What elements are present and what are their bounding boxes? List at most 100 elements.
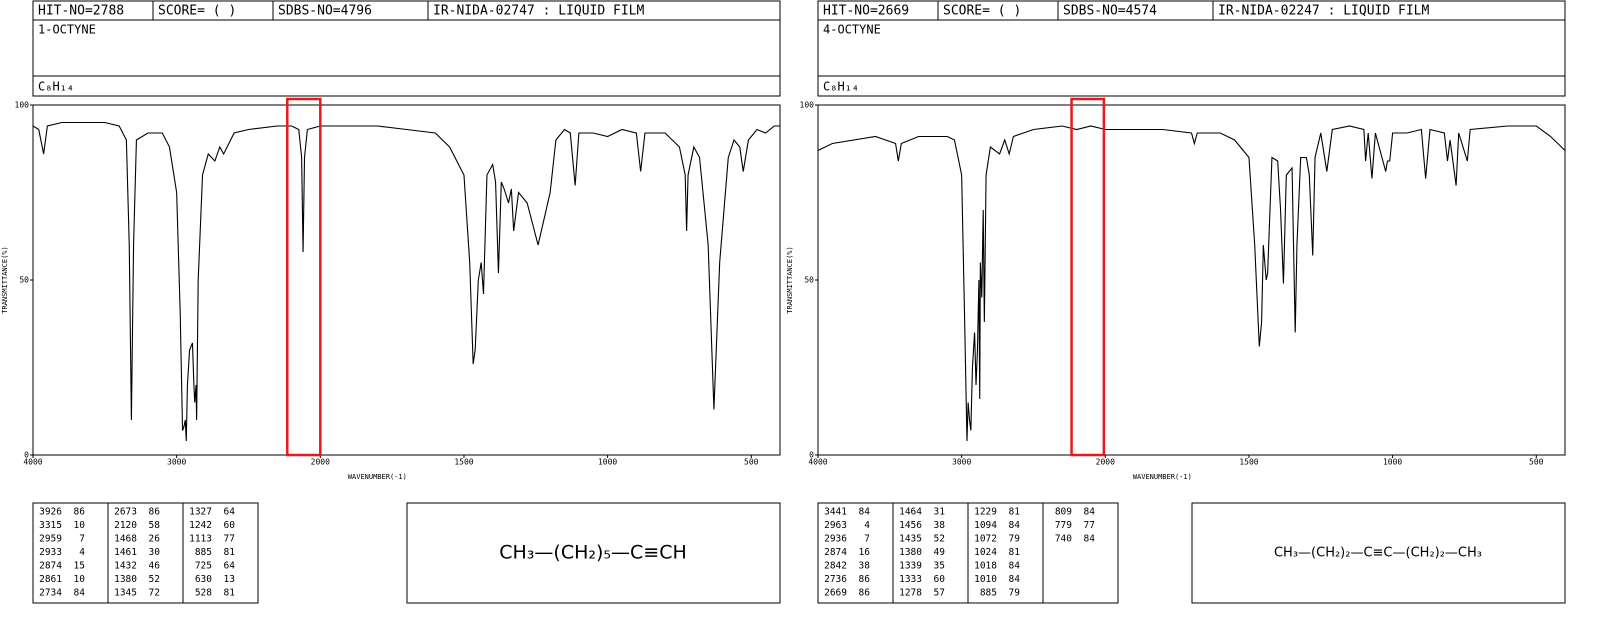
peak-transmittance: 4 bbox=[79, 547, 85, 558]
structure-box bbox=[1191, 502, 1566, 604]
header-row bbox=[32, 0, 781, 21]
peak-table bbox=[32, 502, 259, 604]
formula: C₈H₁₄ bbox=[823, 80, 859, 94]
plot-frame bbox=[32, 104, 781, 456]
peak-wavenumber: 1464 bbox=[899, 507, 922, 518]
peak-transmittance: 77 bbox=[224, 534, 235, 545]
peak-wavenumber: 885 bbox=[980, 588, 997, 599]
peak-transmittance: 38 bbox=[934, 520, 946, 531]
x-tick-label: 4000 bbox=[808, 458, 827, 467]
peak-transmittance: 46 bbox=[149, 561, 161, 572]
peak-wavenumber: 2963 bbox=[824, 520, 847, 531]
peak-transmittance: 84 bbox=[74, 588, 86, 599]
peak-wavenumber: 1018 bbox=[974, 561, 997, 572]
peak-transmittance: 86 bbox=[74, 507, 86, 518]
peak-transmittance: 84 bbox=[1084, 507, 1096, 518]
peak-transmittance: 15 bbox=[74, 561, 85, 572]
x-axis-label: WAVENUMBER(-1) bbox=[1133, 473, 1192, 481]
peak-transmittance: 81 bbox=[224, 547, 236, 558]
peak-transmittance: 77 bbox=[1084, 520, 1095, 531]
header-hit-no: HIT-NO=2669 bbox=[823, 4, 909, 19]
y-tick-label: 50 bbox=[19, 276, 29, 285]
peak-transmittance: 10 bbox=[74, 520, 86, 531]
peak-wavenumber: 2936 bbox=[824, 534, 847, 545]
header-hit-no: HIT-NO=2788 bbox=[38, 4, 124, 19]
peak-wavenumber: 1010 bbox=[974, 574, 997, 585]
spectrum-line bbox=[32, 121, 780, 442]
structure-box bbox=[406, 502, 781, 604]
peak-transmittance: 57 bbox=[934, 588, 945, 599]
x-tick-label: 4000 bbox=[23, 458, 42, 467]
highlight-box bbox=[286, 97, 322, 457]
name-box bbox=[32, 19, 781, 77]
peak-wavenumber: 725 bbox=[195, 561, 212, 572]
peak-wavenumber: 3926 bbox=[39, 507, 62, 518]
peak-transmittance: 86 bbox=[149, 507, 161, 518]
peak-wavenumber: 1278 bbox=[899, 588, 922, 599]
header-sdbs-no: SDBS-NO=4574 bbox=[1063, 4, 1157, 19]
y-tick-label: 0 bbox=[809, 451, 814, 460]
peak-wavenumber: 3315 bbox=[39, 520, 62, 531]
peak-wavenumber: 885 bbox=[195, 547, 212, 558]
y-axis-label: TRANSMITTANCE(%) bbox=[1, 246, 9, 313]
x-tick-label: 1000 bbox=[1383, 458, 1402, 467]
peak-wavenumber: 2874 bbox=[39, 561, 62, 572]
compound-name: 1-OCTYNE bbox=[38, 23, 96, 37]
header-score: SCORE= ( ) bbox=[158, 4, 236, 19]
peak-wavenumber: 1468 bbox=[114, 534, 137, 545]
x-tick-label: 2000 bbox=[311, 458, 330, 467]
peak-transmittance: 52 bbox=[149, 574, 160, 585]
header-sdbs-no: SDBS-NO=4796 bbox=[278, 4, 372, 19]
header-score: SCORE= ( ) bbox=[943, 4, 1021, 19]
header-method: IR-NIDA-02747 : LIQUID FILM bbox=[433, 4, 644, 19]
compound-name: 4-OCTYNE bbox=[823, 23, 881, 37]
peak-wavenumber: 1333 bbox=[899, 574, 922, 585]
peak-wavenumber: 2120 bbox=[114, 520, 137, 531]
peak-transmittance: 60 bbox=[224, 520, 236, 531]
peak-wavenumber: 2933 bbox=[39, 547, 62, 558]
peak-transmittance: 26 bbox=[149, 534, 161, 545]
peak-wavenumber: 1229 bbox=[974, 507, 997, 518]
peak-wavenumber: 528 bbox=[195, 588, 212, 599]
peak-transmittance: 84 bbox=[1084, 534, 1096, 545]
header-row bbox=[817, 0, 1566, 21]
peak-transmittance: 64 bbox=[224, 507, 236, 518]
peak-transmittance: 81 bbox=[1009, 507, 1021, 518]
y-tick-label: 100 bbox=[800, 101, 815, 110]
peak-transmittance: 84 bbox=[1009, 520, 1021, 531]
x-tick-label: 3000 bbox=[167, 458, 186, 467]
peak-wavenumber: 1432 bbox=[114, 561, 137, 572]
peak-wavenumber: 2734 bbox=[39, 588, 62, 599]
peak-transmittance: 84 bbox=[1009, 561, 1021, 572]
peak-wavenumber: 2673 bbox=[114, 507, 137, 518]
peak-wavenumber: 809 bbox=[1055, 507, 1072, 518]
x-tick-label: 2000 bbox=[1096, 458, 1115, 467]
highlight-box bbox=[1070, 97, 1106, 457]
x-tick-label: 3000 bbox=[952, 458, 971, 467]
x-tick-label: 500 bbox=[744, 458, 759, 467]
name-box bbox=[817, 19, 1566, 77]
peak-transmittance: 7 bbox=[864, 534, 870, 545]
peak-wavenumber: 2736 bbox=[824, 574, 847, 585]
peak-wavenumber: 1242 bbox=[189, 520, 212, 531]
peak-wavenumber: 2874 bbox=[824, 547, 847, 558]
formula-box bbox=[32, 75, 781, 97]
peak-wavenumber: 1024 bbox=[974, 547, 997, 558]
x-tick-label: 1500 bbox=[1239, 458, 1258, 467]
formula: C₈H₁₄ bbox=[38, 80, 74, 94]
y-axis-label: TRANSMITTANCE(%) bbox=[786, 246, 794, 313]
peak-wavenumber: 3441 bbox=[824, 507, 847, 518]
structure: CH₃—(CH₂)₅—C≡CH bbox=[499, 542, 687, 564]
peak-transmittance: 86 bbox=[859, 574, 871, 585]
peak-wavenumber: 1345 bbox=[114, 588, 137, 599]
peak-transmittance: 64 bbox=[224, 561, 236, 572]
peak-transmittance: 84 bbox=[859, 507, 871, 518]
peak-wavenumber: 1456 bbox=[899, 520, 922, 531]
peak-transmittance: 60 bbox=[934, 574, 946, 585]
peak-transmittance: 30 bbox=[149, 547, 161, 558]
peak-transmittance: 13 bbox=[224, 574, 235, 585]
x-tick-label: 1500 bbox=[454, 458, 473, 467]
peak-wavenumber: 630 bbox=[195, 574, 212, 585]
peak-wavenumber: 1380 bbox=[114, 574, 137, 585]
